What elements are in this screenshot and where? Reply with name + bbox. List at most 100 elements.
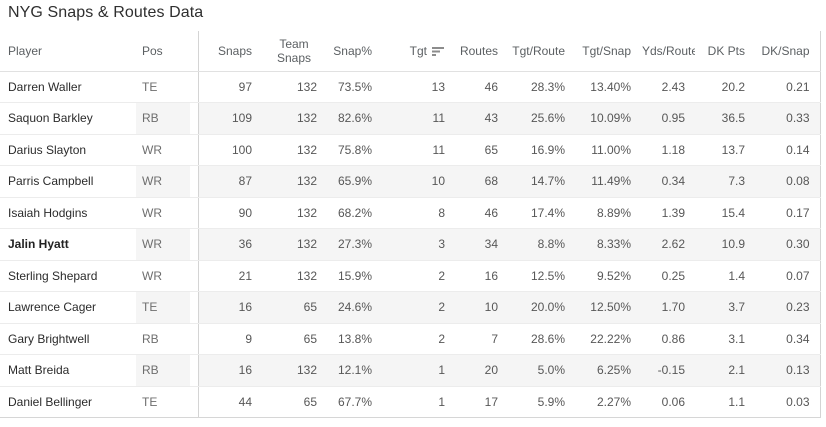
dk-pts-cell[interactable]: 3.7: [695, 291, 755, 324]
snap-pct-cell[interactable]: 73.5%: [327, 71, 382, 103]
pos-cell[interactable]: WR: [136, 260, 198, 292]
tgt-cell[interactable]: 2: [382, 323, 455, 355]
routes-cell[interactable]: 65: [455, 134, 508, 166]
snap-pct-cell[interactable]: 68.2%: [327, 197, 382, 229]
snap-pct-cell[interactable]: 13.8%: [327, 323, 382, 355]
yds-route-cell[interactable]: 0.95: [641, 102, 695, 135]
table-row[interactable]: Darren Waller TE 97 132 73.5% 13 46 28.3…: [0, 71, 821, 103]
tgt-route-cell[interactable]: 17.4%: [508, 197, 575, 229]
player-name-cell[interactable]: Jalin Hyatt: [0, 228, 136, 261]
snap-pct-cell[interactable]: 75.8%: [327, 134, 382, 166]
dk-snap-cell[interactable]: 0.03: [755, 386, 821, 418]
routes-cell[interactable]: 10: [455, 291, 508, 324]
snap-pct-cell[interactable]: 15.9%: [327, 260, 382, 292]
pos-cell[interactable]: RB: [136, 354, 198, 387]
column-header-tgt-route[interactable]: Tgt/Route: [508, 31, 575, 72]
tgt-cell[interactable]: 13: [382, 71, 455, 103]
dk-pts-cell[interactable]: 1.4: [695, 260, 755, 292]
pos-cell[interactable]: TE: [136, 291, 198, 324]
snaps-cell[interactable]: 90: [197, 197, 262, 229]
dk-snap-cell[interactable]: 0.07: [755, 260, 821, 292]
tgt-snap-cell[interactable]: 8.33%: [575, 228, 641, 261]
tgt-snap-cell[interactable]: 11.00%: [575, 134, 641, 166]
player-name-cell[interactable]: Saquon Barkley: [0, 102, 136, 135]
column-header-yds-route[interactable]: Yds/Route: [641, 31, 695, 72]
pos-cell[interactable]: TE: [136, 71, 198, 103]
team-snaps-cell[interactable]: 132: [262, 134, 327, 166]
dk-snap-cell[interactable]: 0.13: [755, 354, 821, 387]
team-snaps-cell[interactable]: 132: [262, 260, 327, 292]
tgt-snap-cell[interactable]: 22.22%: [575, 323, 641, 355]
snaps-cell[interactable]: 16: [197, 354, 262, 387]
tgt-snap-cell[interactable]: 12.50%: [575, 291, 641, 324]
player-name-cell[interactable]: Darius Slayton: [0, 134, 136, 166]
yds-route-cell[interactable]: 2.43: [641, 71, 695, 103]
player-name-cell[interactable]: Lawrence Cager: [0, 291, 136, 324]
routes-cell[interactable]: 17: [455, 386, 508, 418]
routes-cell[interactable]: 20: [455, 354, 508, 387]
snaps-cell[interactable]: 44: [197, 386, 262, 418]
yds-route-cell[interactable]: 1.70: [641, 291, 695, 324]
team-snaps-cell[interactable]: 132: [262, 228, 327, 261]
dk-snap-cell[interactable]: 0.17: [755, 197, 821, 229]
dk-snap-cell[interactable]: 0.33: [755, 102, 821, 135]
routes-cell[interactable]: 34: [455, 228, 508, 261]
tgt-route-cell[interactable]: 28.3%: [508, 71, 575, 103]
dk-pts-cell[interactable]: 13.7: [695, 134, 755, 166]
yds-route-cell[interactable]: 0.25: [641, 260, 695, 292]
dk-pts-cell[interactable]: 36.5: [695, 102, 755, 135]
table-row[interactable]: Jalin Hyatt WR 36 132 27.3% 3 34 8.8% 8.…: [0, 228, 821, 261]
team-snaps-cell[interactable]: 65: [262, 323, 327, 355]
tgt-route-cell[interactable]: 8.8%: [508, 228, 575, 261]
player-name-cell[interactable]: Matt Breida: [0, 354, 136, 387]
dk-snap-cell[interactable]: 0.34: [755, 323, 821, 355]
snap-pct-cell[interactable]: 24.6%: [327, 291, 382, 324]
yds-route-cell[interactable]: 0.86: [641, 323, 695, 355]
table-row[interactable]: Gary Brightwell RB 9 65 13.8% 2 7 28.6% …: [0, 323, 821, 355]
team-snaps-cell[interactable]: 132: [262, 71, 327, 103]
routes-cell[interactable]: 46: [455, 197, 508, 229]
pos-cell[interactable]: RB: [136, 323, 198, 355]
tgt-route-cell[interactable]: 28.6%: [508, 323, 575, 355]
table-row[interactable]: Daniel Bellinger TE 44 65 67.7% 1 17 5.9…: [0, 386, 821, 418]
dk-snap-cell[interactable]: 0.30: [755, 228, 821, 261]
player-name-cell[interactable]: Darren Waller: [0, 71, 136, 103]
player-name-cell[interactable]: Parris Campbell: [0, 165, 136, 198]
tgt-cell[interactable]: 1: [382, 386, 455, 418]
snaps-cell[interactable]: 21: [197, 260, 262, 292]
table-row[interactable]: Sterling Shepard WR 21 132 15.9% 2 16 12…: [0, 260, 821, 292]
team-snaps-cell[interactable]: 65: [262, 386, 327, 418]
tgt-cell[interactable]: 2: [382, 291, 455, 324]
yds-route-cell[interactable]: 1.39: [641, 197, 695, 229]
yds-route-cell[interactable]: 2.62: [641, 228, 695, 261]
yds-route-cell[interactable]: 0.06: [641, 386, 695, 418]
column-header-routes[interactable]: Routes: [455, 31, 508, 72]
tgt-cell[interactable]: 1: [382, 354, 455, 387]
team-snaps-cell[interactable]: 132: [262, 354, 327, 387]
player-name-cell[interactable]: Gary Brightwell: [0, 323, 136, 355]
tgt-snap-cell[interactable]: 10.09%: [575, 102, 641, 135]
snaps-cell[interactable]: 100: [197, 134, 262, 166]
snaps-cell[interactable]: 9: [197, 323, 262, 355]
column-header-player[interactable]: Player: [0, 31, 136, 72]
yds-route-cell[interactable]: -0.15: [641, 354, 695, 387]
table-row[interactable]: Saquon Barkley RB 109 132 82.6% 11 43 25…: [0, 102, 821, 135]
tgt-cell[interactable]: 3: [382, 228, 455, 261]
dk-pts-cell[interactable]: 15.4: [695, 197, 755, 229]
tgt-route-cell[interactable]: 5.9%: [508, 386, 575, 418]
dk-snap-cell[interactable]: 0.21: [755, 71, 821, 103]
tgt-cell[interactable]: 11: [382, 134, 455, 166]
table-row[interactable]: Parris Campbell WR 87 132 65.9% 10 68 14…: [0, 165, 821, 198]
tgt-cell[interactable]: 11: [382, 102, 455, 135]
routes-cell[interactable]: 68: [455, 165, 508, 198]
dk-snap-cell[interactable]: 0.23: [755, 291, 821, 324]
tgt-route-cell[interactable]: 5.0%: [508, 354, 575, 387]
snaps-cell[interactable]: 36: [197, 228, 262, 261]
table-row[interactable]: Matt Breida RB 16 132 12.1% 1 20 5.0% 6.…: [0, 354, 821, 387]
column-header-tgt[interactable]: Tgt: [382, 31, 455, 72]
routes-cell[interactable]: 46: [455, 71, 508, 103]
snap-pct-cell[interactable]: 65.9%: [327, 165, 382, 198]
routes-cell[interactable]: 16: [455, 260, 508, 292]
snaps-cell[interactable]: 109: [197, 102, 262, 135]
snap-pct-cell[interactable]: 67.7%: [327, 386, 382, 418]
